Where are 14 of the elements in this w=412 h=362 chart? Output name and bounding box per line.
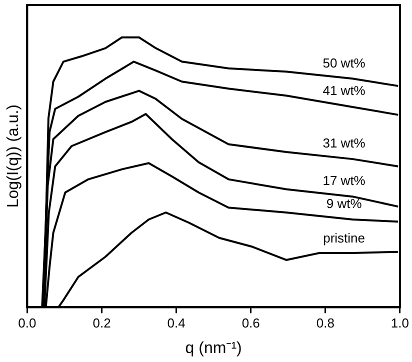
x-axis-title: q (nm⁻¹) (185, 340, 242, 357)
series-label: 31 wt% (322, 136, 366, 151)
x-tick-label: 1.0 (390, 316, 410, 331)
x-tick-label: 0.2 (92, 316, 111, 331)
series-label: 17 wt% (322, 173, 366, 188)
series-label: 41 wt% (322, 83, 366, 98)
series-label: 50 wt% (322, 55, 366, 70)
x-tick-label: 0.8 (316, 316, 334, 331)
x-tick-label: 0.4 (167, 316, 186, 331)
series-label: 9 wt% (326, 196, 362, 212)
x-tick-label: 0.0 (18, 316, 36, 331)
x-tick-label: 0.6 (242, 316, 260, 331)
y-axis-title: Log(I(q)) (a.u.) (5, 104, 22, 208)
series-label: pristine (323, 230, 366, 246)
